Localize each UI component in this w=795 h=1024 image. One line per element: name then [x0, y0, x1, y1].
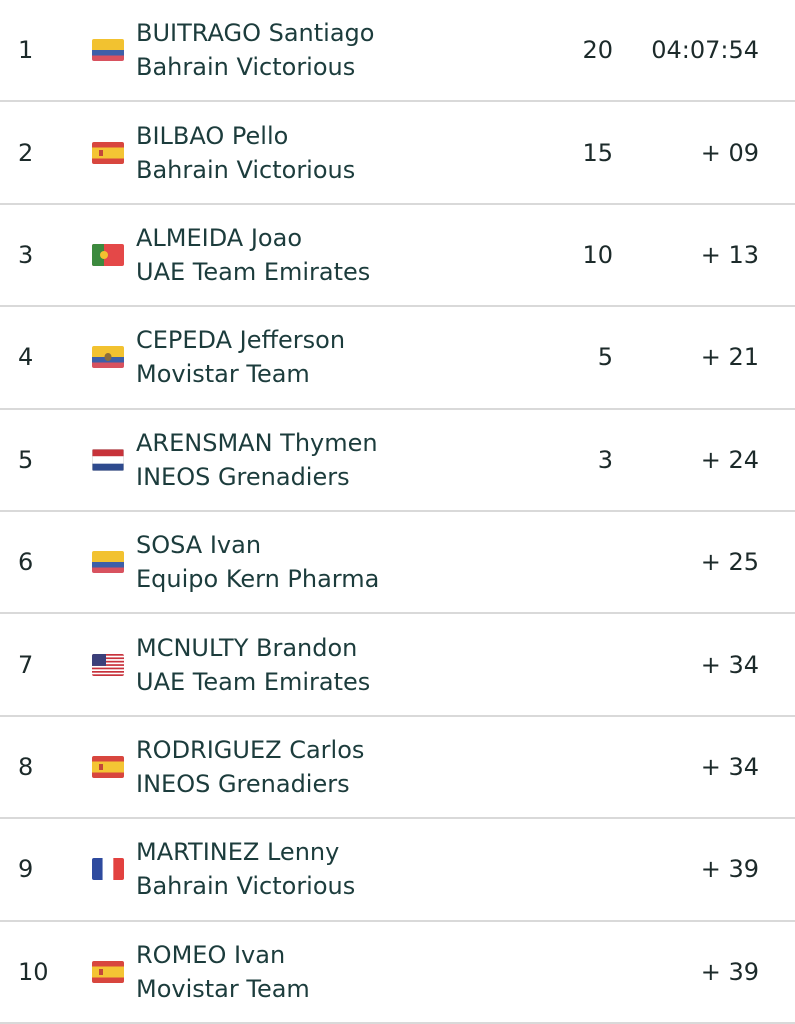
team-name[interactable]: INEOS Grenadiers: [136, 462, 350, 491]
rank: 8: [18, 752, 34, 781]
time: + 25: [700, 548, 759, 577]
rank: 2: [18, 138, 34, 167]
ecuador-flag-icon: [92, 346, 124, 369]
time: + 09: [700, 138, 759, 167]
colombia-flag-icon: [92, 551, 124, 574]
result-row[interactable]: 2 BILBAO Pello Bahrain Victorious 15 + 0…: [0, 102, 795, 205]
team-name[interactable]: UAE Team Emirates: [136, 667, 371, 696]
rank: 5: [18, 445, 34, 474]
netherlands-flag-icon: [92, 448, 124, 471]
rider-name[interactable]: ARENSMAN Thymen: [136, 428, 378, 457]
rider-info: ALMEIDA Joao UAE Team Emirates: [136, 221, 536, 289]
rank: 1: [18, 36, 34, 65]
points: 5: [597, 343, 613, 372]
rider-name[interactable]: RODRIGUEZ Carlos: [136, 735, 365, 764]
portugal-flag-icon: [92, 243, 124, 266]
result-row[interactable]: 5 ARENSMAN Thymen INEOS Grenadiers 3 + 2…: [0, 410, 795, 512]
rank: 10: [18, 957, 49, 986]
spain-flag-icon: [92, 960, 124, 983]
rider-name[interactable]: ROMEO Ivan: [136, 940, 286, 969]
france-flag-icon: [92, 858, 124, 881]
rider-name[interactable]: MARTINEZ Lenny: [136, 838, 340, 867]
team-name[interactable]: Bahrain Victorious: [136, 53, 356, 82]
team-name[interactable]: Bahrain Victorious: [136, 155, 356, 184]
rank: 4: [18, 343, 34, 372]
result-row[interactable]: 8 RODRIGUEZ Carlos INEOS Grenadiers + 34: [0, 717, 795, 820]
rider-name[interactable]: CEPEDA Jefferson: [136, 326, 346, 355]
rider-name[interactable]: BILBAO Pello: [136, 121, 289, 150]
rider-info: CEPEDA Jefferson Movistar Team: [136, 323, 536, 391]
rank: 3: [18, 240, 34, 269]
time: 04:07:54: [651, 36, 759, 65]
rider-name[interactable]: ALMEIDA Joao: [136, 223, 302, 252]
rider-info: MCNULTY Brandon UAE Team Emirates: [136, 631, 536, 699]
colombia-flag-icon: [92, 39, 124, 62]
time: + 21: [700, 343, 759, 372]
rider-name[interactable]: SOSA Ivan: [136, 531, 262, 560]
rider-info: RODRIGUEZ Carlos INEOS Grenadiers: [136, 733, 536, 801]
team-name[interactable]: Movistar Team: [136, 974, 310, 1003]
rider-info: MARTINEZ Lenny Bahrain Victorious: [136, 835, 536, 903]
rider-info: ARENSMAN Thymen INEOS Grenadiers: [136, 426, 536, 494]
points: 15: [582, 138, 613, 167]
team-name[interactable]: Movistar Team: [136, 360, 310, 389]
points: 20: [582, 36, 613, 65]
rider-name[interactable]: MCNULTY Brandon: [136, 633, 358, 662]
time: + 13: [700, 240, 759, 269]
result-row[interactable]: 3 ALMEIDA Joao UAE Team Emirates 10 + 13: [0, 205, 795, 308]
spain-flag-icon: [92, 755, 124, 778]
result-row[interactable]: 10 ROMEO Ivan Movistar Team + 39: [0, 922, 795, 1024]
usa-flag-icon: [92, 653, 124, 676]
time: + 34: [700, 650, 759, 679]
rank: 6: [18, 548, 34, 577]
rank: 9: [18, 855, 34, 884]
time: + 39: [700, 855, 759, 884]
rider-info: BILBAO Pello Bahrain Victorious: [136, 119, 536, 187]
team-name[interactable]: UAE Team Emirates: [136, 257, 371, 286]
points: 10: [582, 240, 613, 269]
result-row[interactable]: 9 MARTINEZ Lenny Bahrain Victorious + 39: [0, 819, 795, 922]
time: + 24: [700, 445, 759, 474]
team-name[interactable]: INEOS Grenadiers: [136, 769, 350, 798]
rider-name[interactable]: BUITRAGO Santiago: [136, 19, 375, 48]
result-row[interactable]: 6 SOSA Ivan Equipo Kern Pharma + 25: [0, 512, 795, 615]
time: + 34: [700, 752, 759, 781]
team-name[interactable]: Equipo Kern Pharma: [136, 565, 380, 594]
rider-info: SOSA Ivan Equipo Kern Pharma: [136, 528, 536, 596]
team-name[interactable]: Bahrain Victorious: [136, 872, 356, 901]
rank: 7: [18, 650, 34, 679]
time: + 39: [700, 957, 759, 986]
result-row[interactable]: 1 BUITRAGO Santiago Bahrain Victorious 2…: [0, 0, 795, 103]
result-row[interactable]: 7 MCNULTY Brandon UAE Team Emirates + 34: [0, 614, 795, 717]
result-row[interactable]: 4 CEPEDA Jefferson Movistar Team 5 + 21: [0, 307, 795, 410]
spain-flag-icon: [92, 141, 124, 164]
points: 3: [597, 445, 613, 474]
rider-info: ROMEO Ivan Movistar Team: [136, 938, 536, 1006]
rider-info: BUITRAGO Santiago Bahrain Victorious: [136, 16, 536, 84]
